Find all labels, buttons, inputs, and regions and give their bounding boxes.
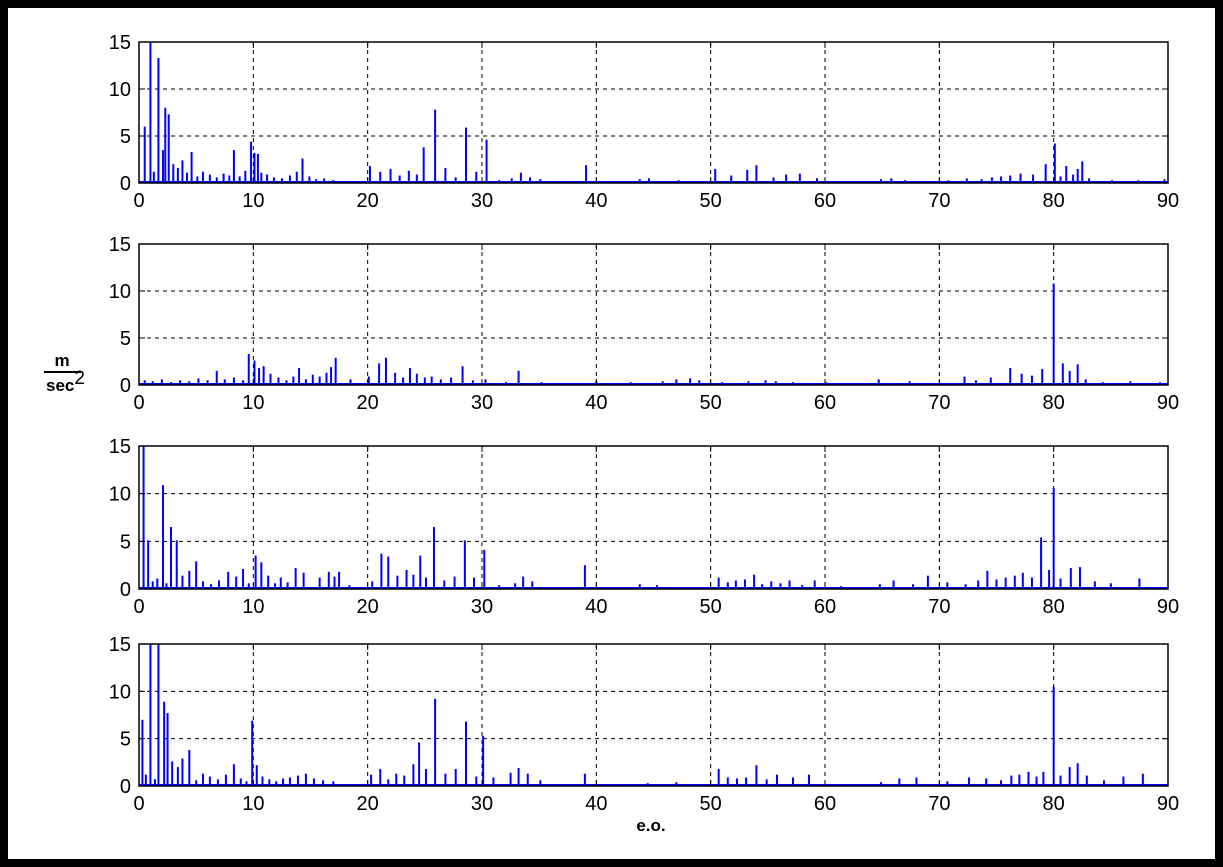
ylabel-numerator: m	[54, 351, 69, 370]
axes-background	[139, 244, 1168, 385]
x-tick-label: 0	[133, 392, 144, 414]
ylabel-denominator: sec2	[46, 368, 85, 395]
subplot-2: 0 10 20 30 40 50 60 70 80 90 0 5 10 15	[109, 234, 1179, 414]
x-tick-label: 60	[814, 190, 836, 212]
x-tick-label: 0	[133, 793, 144, 815]
x-tick-label: 0	[133, 596, 144, 618]
y-tick-label: 10	[109, 484, 131, 506]
x-tick-label: 80	[1043, 596, 1065, 618]
x-tick-label: 30	[471, 392, 493, 414]
y-tick-label: 0	[120, 173, 131, 195]
axes-background	[139, 644, 1168, 786]
axes-background	[139, 446, 1168, 589]
x-tick-label: 10	[242, 793, 264, 815]
x-tick-label: 90	[1157, 392, 1179, 414]
y-tick-label: 15	[109, 32, 131, 54]
x-tick-label: 10	[242, 190, 264, 212]
y-tick-label: 0	[120, 375, 131, 397]
figure-labels: m sec2 e.o.	[44, 351, 666, 835]
x-tick-label: 80	[1043, 392, 1065, 414]
axes-box	[138, 643, 1169, 787]
y-tick-label: 15	[109, 234, 131, 256]
y-tick-label: 0	[120, 776, 131, 798]
ylabel-denominator-text: sec	[46, 376, 74, 395]
x-tick-label: 40	[585, 596, 607, 618]
x-tick-label: 20	[357, 392, 379, 414]
y-tick-label: 5	[120, 531, 131, 553]
y-tick-label: 10	[109, 681, 131, 703]
x-tick-label: 30	[471, 793, 493, 815]
x-tick-label: 50	[700, 190, 722, 212]
y-tick-label: 5	[120, 328, 131, 350]
x-tick-label: 50	[700, 392, 722, 414]
x-tick-label: 50	[700, 596, 722, 618]
axes-background	[139, 42, 1168, 183]
y-tick-label: 10	[109, 281, 131, 303]
axes-box	[138, 41, 1169, 184]
y-tick-label: 10	[109, 79, 131, 101]
y-tick-label: 5	[120, 729, 131, 751]
subplot-4: 0 10 20 30 40 50 60 70 80 90 0 5 10 15	[109, 634, 1179, 815]
x-tick-label: 90	[1157, 596, 1179, 618]
x-tick-label: 70	[928, 190, 950, 212]
ylabel-exponent: 2	[74, 368, 85, 389]
x-tick-label: 0	[133, 190, 144, 212]
x-tick-label: 20	[357, 596, 379, 618]
x-tick-label: 90	[1157, 190, 1179, 212]
x-tick-label: 60	[814, 392, 836, 414]
y-tick-label: 5	[120, 126, 131, 148]
xlabel: e.o.	[636, 816, 665, 835]
subplot-1: 0 10 20 30 40 50 60 70 80 90 0 5 10 15	[109, 32, 1179, 212]
x-tick-label: 70	[928, 392, 950, 414]
x-tick-label: 20	[357, 190, 379, 212]
x-tick-label: 40	[585, 793, 607, 815]
x-tick-label: 60	[814, 793, 836, 815]
x-tick-label: 10	[242, 392, 264, 414]
axes-box	[138, 243, 1169, 386]
axes-box	[138, 445, 1169, 590]
x-tick-label: 60	[814, 596, 836, 618]
x-tick-label: 40	[585, 392, 607, 414]
x-tick-label: 70	[928, 596, 950, 618]
x-tick-label: 90	[1157, 793, 1179, 815]
subplot-3: 0 10 20 30 40 50 60 70 80 90 0 5 10 15	[109, 436, 1179, 618]
y-tick-label: 15	[109, 436, 131, 458]
x-tick-label: 30	[471, 596, 493, 618]
x-tick-label: 10	[242, 596, 264, 618]
x-tick-label: 30	[471, 190, 493, 212]
x-tick-label: 20	[357, 793, 379, 815]
y-tick-label: 0	[120, 579, 131, 601]
x-tick-label: 80	[1043, 190, 1065, 212]
x-tick-label: 80	[1043, 793, 1065, 815]
x-tick-label: 70	[928, 793, 950, 815]
x-tick-label: 40	[585, 190, 607, 212]
x-tick-label: 50	[700, 793, 722, 815]
y-tick-label: 15	[109, 634, 131, 656]
